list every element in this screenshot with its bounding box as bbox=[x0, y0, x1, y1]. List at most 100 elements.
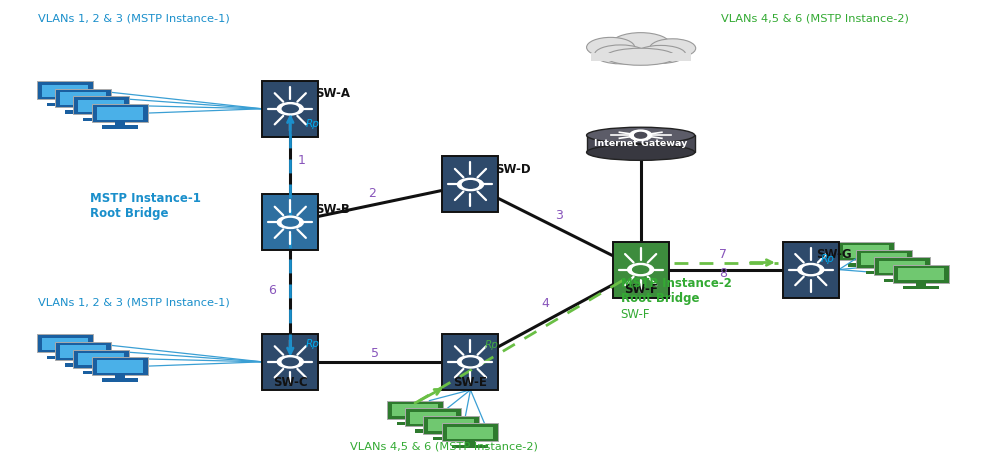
Circle shape bbox=[462, 181, 478, 188]
Bar bbox=[392, 404, 438, 416]
Ellipse shape bbox=[650, 39, 696, 58]
Bar bbox=[96, 114, 106, 119]
Bar bbox=[60, 92, 106, 105]
Bar bbox=[447, 427, 493, 439]
Circle shape bbox=[282, 105, 298, 113]
Circle shape bbox=[282, 219, 298, 226]
Bar bbox=[442, 157, 498, 212]
Text: 7: 7 bbox=[719, 247, 727, 261]
Bar bbox=[843, 245, 889, 258]
Bar bbox=[78, 353, 124, 365]
Bar bbox=[83, 371, 119, 374]
Bar bbox=[97, 360, 143, 373]
Text: 8: 8 bbox=[719, 267, 727, 280]
Bar bbox=[83, 118, 119, 121]
Bar bbox=[861, 253, 907, 265]
Bar bbox=[879, 267, 889, 272]
Bar bbox=[783, 242, 839, 298]
Text: SW-B: SW-B bbox=[315, 202, 350, 216]
Text: VLANs 1, 2 & 3 (MSTP Instance-1): VLANs 1, 2 & 3 (MSTP Instance-1) bbox=[38, 14, 230, 24]
Bar bbox=[60, 345, 106, 358]
Text: SW-A: SW-A bbox=[315, 87, 350, 100]
Bar bbox=[410, 418, 420, 423]
Text: SW-F: SW-F bbox=[624, 283, 658, 296]
Bar bbox=[73, 350, 129, 368]
Bar bbox=[92, 357, 148, 375]
Text: SW-G: SW-G bbox=[816, 248, 852, 261]
Bar bbox=[446, 433, 456, 438]
Ellipse shape bbox=[595, 45, 647, 64]
Bar bbox=[410, 412, 456, 424]
Bar bbox=[591, 53, 691, 61]
Bar bbox=[423, 416, 479, 434]
Bar bbox=[60, 99, 70, 104]
Bar bbox=[903, 286, 939, 289]
Bar bbox=[856, 250, 912, 268]
Bar bbox=[428, 426, 438, 430]
Text: Root Bridge: Root Bridge bbox=[621, 292, 699, 306]
Bar bbox=[115, 375, 125, 379]
Bar bbox=[848, 263, 884, 267]
Bar bbox=[55, 89, 111, 107]
Bar bbox=[879, 261, 925, 273]
Text: VLANs 1, 2 & 3 (MSTP Instance-1): VLANs 1, 2 & 3 (MSTP Instance-1) bbox=[38, 298, 230, 308]
Ellipse shape bbox=[636, 45, 686, 63]
Bar bbox=[37, 81, 93, 99]
Ellipse shape bbox=[611, 33, 671, 57]
Bar bbox=[897, 275, 907, 280]
Circle shape bbox=[798, 263, 824, 276]
Bar bbox=[916, 282, 926, 287]
Bar bbox=[861, 260, 871, 264]
Bar bbox=[262, 194, 318, 250]
Bar bbox=[96, 367, 106, 372]
Circle shape bbox=[628, 263, 654, 276]
Bar bbox=[60, 352, 70, 357]
Bar bbox=[405, 408, 461, 426]
Bar bbox=[452, 445, 488, 448]
Text: MSTP Instance-1: MSTP Instance-1 bbox=[90, 192, 201, 205]
Bar bbox=[47, 356, 83, 359]
Ellipse shape bbox=[587, 127, 695, 143]
Text: SW-C: SW-C bbox=[273, 376, 307, 389]
Ellipse shape bbox=[587, 144, 695, 160]
Text: 4: 4 bbox=[542, 297, 550, 310]
Bar bbox=[78, 359, 88, 364]
Bar bbox=[898, 268, 944, 280]
Text: VLANs 4,5 & 6 (MSTP Instance-2): VLANs 4,5 & 6 (MSTP Instance-2) bbox=[721, 14, 909, 24]
Text: Internet Gateway: Internet Gateway bbox=[594, 139, 688, 149]
Bar bbox=[884, 279, 920, 282]
Bar bbox=[433, 437, 469, 440]
Bar bbox=[47, 103, 83, 106]
Circle shape bbox=[633, 266, 649, 273]
Circle shape bbox=[457, 356, 483, 368]
Bar bbox=[102, 378, 138, 382]
Bar bbox=[387, 401, 443, 419]
Text: SW-D: SW-D bbox=[495, 163, 532, 176]
Bar bbox=[97, 107, 143, 120]
Bar bbox=[92, 104, 148, 122]
Bar bbox=[262, 81, 318, 137]
Bar bbox=[115, 122, 125, 126]
Text: VLANs 4,5 & 6 (MSTP Instance-2): VLANs 4,5 & 6 (MSTP Instance-2) bbox=[350, 442, 539, 452]
Text: Rp: Rp bbox=[305, 119, 319, 130]
Text: 6: 6 bbox=[268, 284, 276, 298]
Circle shape bbox=[462, 358, 478, 366]
Bar bbox=[78, 106, 88, 111]
Bar bbox=[442, 334, 498, 390]
Circle shape bbox=[282, 358, 298, 366]
Bar bbox=[465, 441, 475, 446]
Text: Rp: Rp bbox=[821, 254, 835, 264]
Circle shape bbox=[457, 178, 483, 191]
Text: 5: 5 bbox=[371, 347, 379, 360]
Text: Rp: Rp bbox=[484, 340, 498, 350]
Bar bbox=[73, 96, 129, 114]
Circle shape bbox=[630, 130, 652, 140]
Bar bbox=[428, 419, 474, 431]
Bar bbox=[442, 423, 498, 441]
Bar bbox=[65, 363, 101, 367]
Bar bbox=[102, 125, 138, 129]
Bar bbox=[415, 429, 451, 433]
Circle shape bbox=[277, 103, 303, 115]
Circle shape bbox=[803, 266, 819, 273]
Ellipse shape bbox=[606, 48, 676, 65]
